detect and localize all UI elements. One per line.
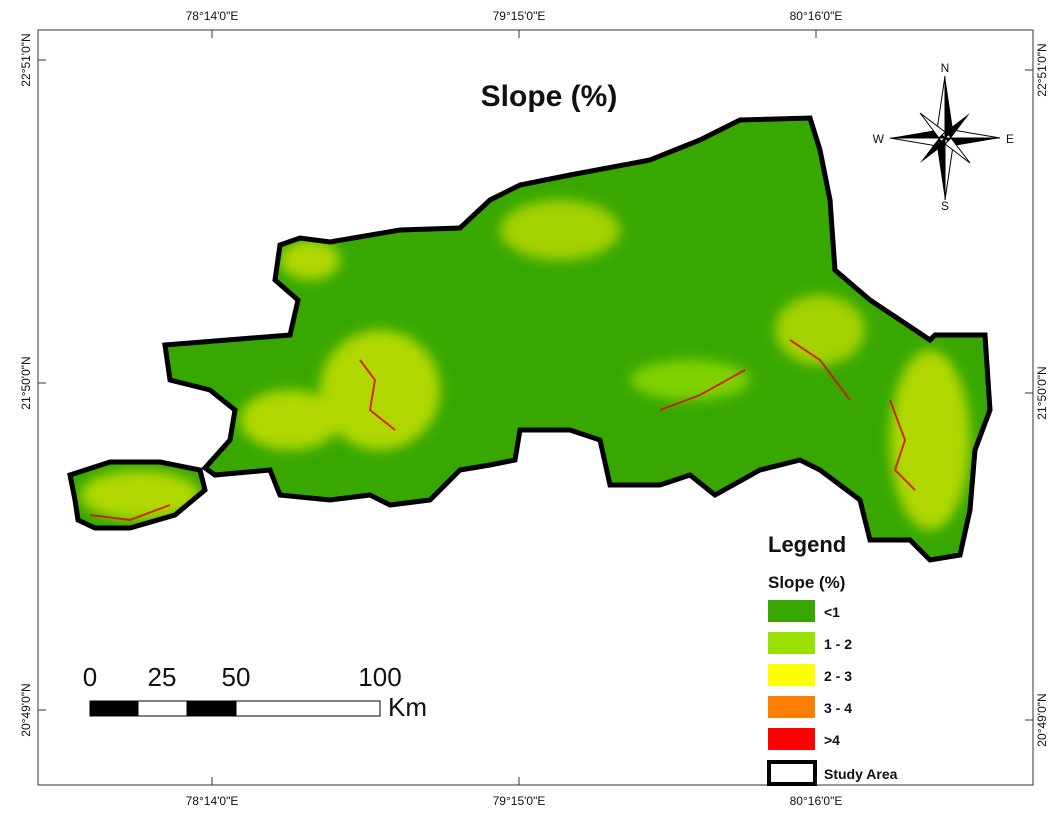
graticule-label-right: 21°50'0"N [1035,366,1049,419]
graticule-label-right: 22°51'0"N [1035,43,1049,96]
scale-label: 100 [358,662,401,692]
map-frame [37,29,1034,786]
legend-label: 2 - 3 [824,668,852,684]
scale-label: 0 [83,662,97,692]
legend-label: <1 [824,604,840,620]
compass-n: N [941,61,950,75]
map-title: Slope (%) [481,80,618,113]
graticule-label-top: 80°16'0"E [790,9,843,23]
legend-swatch [768,632,815,654]
graticule-label-left: 21°50'0"N [19,356,33,409]
graticule-label-top: 79°15'0"E [493,9,546,23]
legend-swatch [768,696,815,718]
legend-label: 3 - 4 [824,700,852,716]
legend-swatch [768,664,815,686]
legend-swatch [768,728,815,750]
scale-label: 50 [222,662,251,692]
study-area-swatch [767,760,817,786]
graticule-label-bottom: 78°14'0"E [186,794,239,808]
scale-bar: Km [89,692,427,722]
legend: Legend Slope (%) Study Area [767,532,898,786]
graticule-label-top: 78°14'0"E [186,9,239,23]
compass-s: S [941,199,949,213]
legend-label: 1 - 2 [824,636,852,652]
graticule-label-bottom: 80°16'0"E [790,794,843,808]
graticule-label-bottom: 79°15'0"E [493,794,546,808]
graticule-label-left: 22°51'0"N [19,33,33,86]
scale-unit: Km [388,692,427,722]
study-area-label: Study Area [824,766,898,782]
compass-e: E [1006,132,1014,146]
legend-swatch [768,600,815,622]
compass-w: W [873,132,885,146]
compass-rose: N S E W [873,61,1014,213]
graticule-label-right: 20°49'0"N [1035,693,1049,746]
scale-label: 25 [148,662,177,692]
legend-subtitle: Slope (%) [768,573,845,592]
graticule-label-left: 20°49'0"N [19,683,33,736]
legend-label: >4 [824,732,840,748]
legend-title: Legend [768,532,846,557]
